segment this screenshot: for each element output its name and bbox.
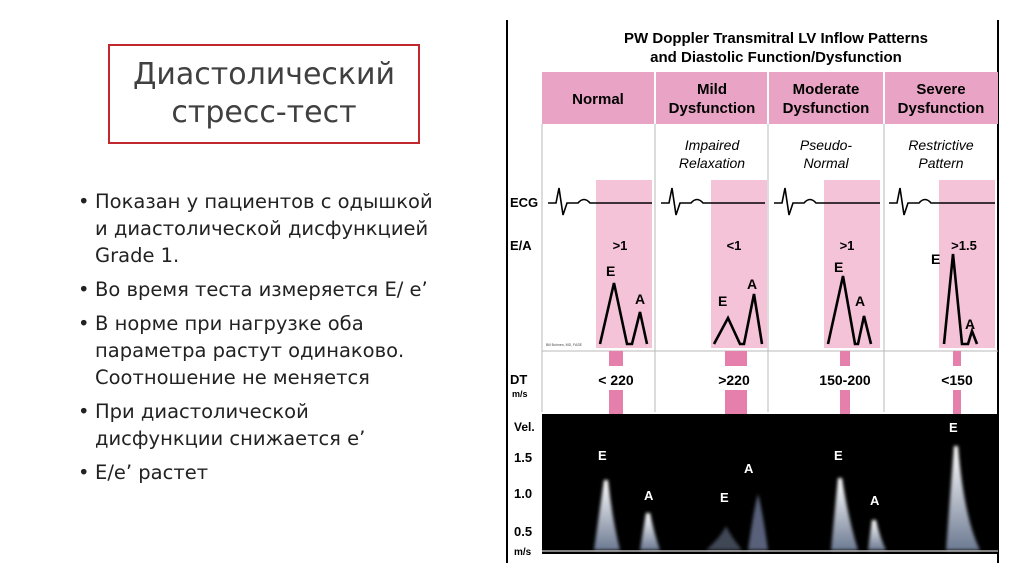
- doppler-label-e: E: [949, 420, 958, 435]
- row-label-ecg: ECG: [510, 195, 538, 210]
- dt-marker-bottom: [609, 390, 623, 414]
- wave-label-e: E: [718, 293, 727, 309]
- filling-band: [939, 180, 995, 348]
- bullet-item: • Во время теста измеряется E/ e’: [78, 278, 428, 301]
- pattern-mild-line2: Relaxation: [679, 155, 745, 171]
- doppler-label-e: E: [720, 490, 729, 505]
- ecg-trace-normal: [548, 187, 652, 216]
- wave-label-a: A: [965, 316, 975, 332]
- figure-credit: Bill Bohnen, MD, FASE: [546, 343, 583, 347]
- inflow-wave-normal: [598, 282, 649, 346]
- bullet-item: • При диастолической дисфункции снижается…: [78, 400, 366, 450]
- pattern-mild-line1: Impaired: [685, 137, 741, 153]
- slide-title-line1: Диастолический: [132, 57, 396, 92]
- bullet-dot-icon: •: [78, 190, 90, 213]
- bullet-item: • В норме при нагрузке оба параметра раст…: [78, 312, 405, 389]
- doppler-spectrum-normal-e: [594, 480, 620, 550]
- ecg-trace-moderate: [774, 187, 880, 216]
- pattern-severe-line1: Restrictive: [908, 137, 974, 153]
- row-label-ea: E/A: [510, 238, 532, 253]
- doppler-spectrum-moderate-a: [868, 520, 886, 550]
- ea-value-severe: >1.5: [951, 238, 977, 253]
- pattern-moderate-line2: Normal: [803, 155, 849, 171]
- row-label-dt-unit: m/s: [512, 389, 528, 399]
- row-label-dt: DT: [510, 372, 527, 387]
- header-band: [542, 72, 998, 124]
- doppler-unit-label: m/s: [514, 547, 532, 558]
- doppler-label-a: A: [644, 488, 654, 503]
- doppler-velocity-label: Vel.: [514, 420, 535, 434]
- dt-marker-bottom: [725, 390, 747, 414]
- slide-title-box: Диастолический стресс-тест: [108, 44, 420, 144]
- wave-label-a: A: [747, 276, 757, 292]
- header-mild-line2: Dysfunction: [669, 100, 756, 117]
- pattern-severe-line2: Pattern: [918, 155, 963, 171]
- doppler-tick-label: 0.5: [514, 524, 532, 539]
- header-moderate-line1: Moderate: [793, 81, 860, 98]
- inflow-wave-moderate: [826, 275, 873, 346]
- ea-value-normal: >1: [613, 238, 628, 253]
- doppler-spectrum-moderate-e: [831, 478, 858, 550]
- dt-value-moderate: 150-200: [819, 372, 871, 388]
- ea-value-mild: <1: [727, 238, 742, 253]
- dt-marker-bottom: [840, 390, 850, 414]
- ea-value-moderate: >1: [840, 238, 855, 253]
- dt-value-severe: <150: [941, 372, 973, 388]
- doppler-spectrum-mild-a: [748, 494, 768, 550]
- bullet-item: • Показан у пациентов с одышкой и диастол…: [78, 190, 433, 267]
- wave-label-e: E: [834, 259, 843, 275]
- figure-title-line1: PW Doppler Transmitral LV Inflow Pattern…: [624, 30, 928, 47]
- dt-marker-top: [840, 351, 850, 366]
- dt-marker-bottom: [953, 390, 961, 414]
- bullet-list: • Показан у пациентов с одышкой и диастол…: [78, 188, 438, 493]
- doppler-inflow-figure: PW Doppler Transmitral LV Inflow Pattern…: [506, 20, 999, 563]
- header-severe-line2: Dysfunction: [898, 100, 985, 117]
- header-moderate-line2: Dysfunction: [783, 100, 870, 117]
- dt-marker-top: [953, 351, 961, 366]
- pattern-moderate-line1: Pseudo-: [800, 137, 852, 153]
- inflow-wave-severe: [942, 253, 979, 346]
- doppler-label-e: E: [834, 448, 843, 463]
- doppler-spectra: [594, 446, 980, 550]
- header-severe-line1: Severe: [916, 81, 965, 98]
- dt-value-mild: >220: [718, 372, 750, 388]
- doppler-tick-label: 1.5: [514, 450, 532, 465]
- slide-title-line2: стресс-тест: [171, 95, 357, 130]
- bullet-dot-icon: •: [78, 461, 90, 484]
- dt-marker-top: [725, 351, 747, 366]
- doppler-spectrum-normal-a: [640, 513, 660, 550]
- bullet-dot-icon: •: [78, 312, 90, 335]
- inflow-wave-mild: [712, 293, 764, 346]
- doppler-tick-label: 1.0: [514, 486, 532, 501]
- bullet-dot-icon: •: [78, 400, 90, 423]
- ecg-trace-severe: [889, 187, 995, 216]
- doppler-label-a: A: [870, 493, 880, 508]
- doppler-spectrum-mild-e: [706, 526, 742, 550]
- wave-label-e: E: [931, 251, 940, 267]
- doppler-panel: [542, 414, 998, 554]
- header-mild-line1: Mild: [697, 81, 727, 98]
- figure-title-line2: and Diastolic Function/Dysfunction: [650, 49, 902, 66]
- bullet-item: • E/e’ растет: [78, 461, 209, 484]
- wave-label-a: A: [855, 293, 865, 309]
- ecg-trace-mild: [661, 187, 765, 216]
- bullet-dot-icon: •: [78, 278, 90, 301]
- slide-title: Диастолический стресс-тест: [133, 56, 395, 132]
- doppler-label-a: A: [744, 461, 754, 476]
- wave-label-a: A: [635, 291, 645, 307]
- dt-marker-top: [609, 351, 623, 366]
- dt-value-normal: < 220: [598, 372, 634, 388]
- doppler-label-e: E: [598, 448, 607, 463]
- wave-label-e: E: [606, 263, 615, 279]
- doppler-spectrum-severe-e: [946, 446, 980, 550]
- header-normal: Normal: [572, 91, 624, 108]
